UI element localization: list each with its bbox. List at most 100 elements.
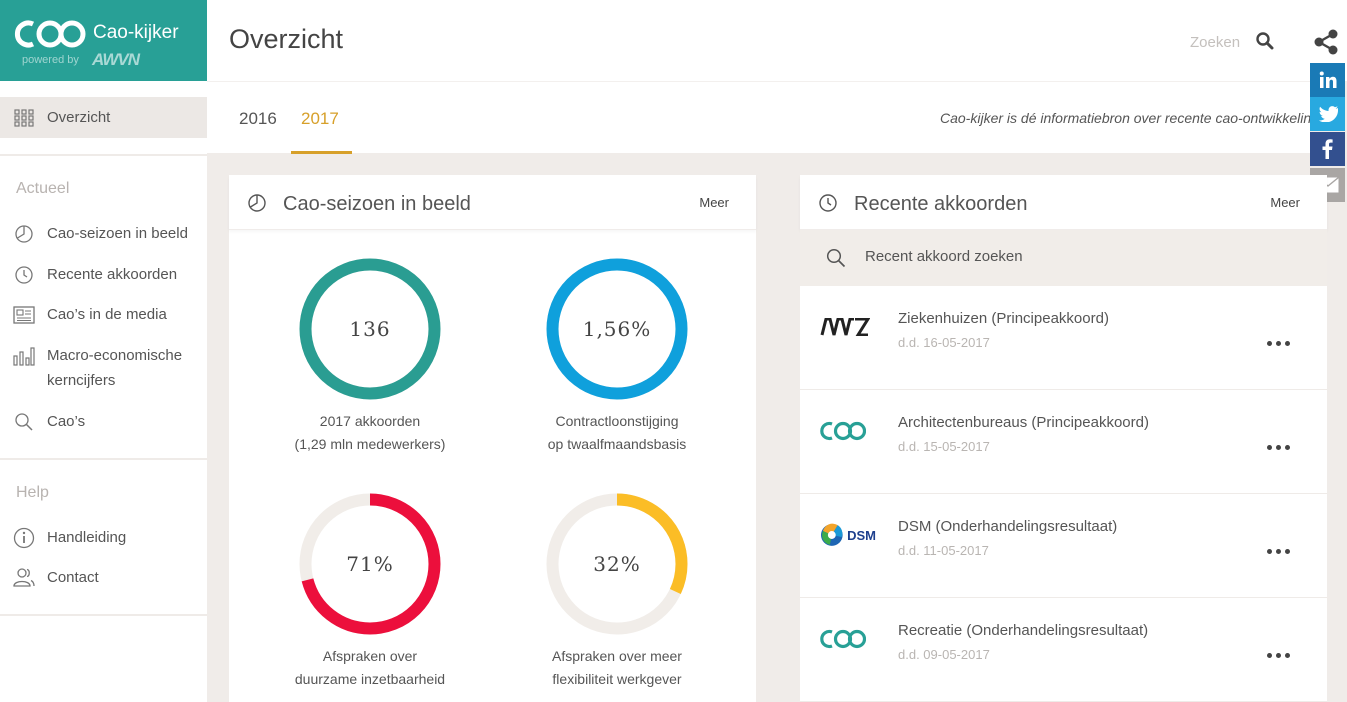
season-card-title: Cao-seizoen in beeld <box>283 193 471 215</box>
akkoord-date: d.d. 15-05-2017 <box>898 439 990 454</box>
recent-card-header: Recente akkoorden Meer <box>800 175 1327 230</box>
section-title-actueel: Actueel <box>16 180 70 197</box>
akkoord-title[interactable]: Architectenbureaus (Principeakkoord) <box>898 414 1149 431</box>
akkoord-item[interactable]: Architectenbureaus (Principeakkoord) d.d… <box>800 390 1327 494</box>
season-card: Cao-seizoen in beeld Meer 136 2017 akkoor… <box>229 175 756 702</box>
clock-icon <box>14 266 33 284</box>
donut-progress-arc <box>299 258 441 400</box>
bar-chart-icon <box>12 347 35 366</box>
linkedin-share-button[interactable] <box>1310 63 1345 97</box>
akkoord-date: d.d. 09-05-2017 <box>898 647 990 662</box>
donut-progress-arc <box>299 493 441 635</box>
tab-2017[interactable]: 2017 <box>301 109 339 128</box>
stat-donut: 136 <box>298 257 442 401</box>
nvz-logo <box>820 312 876 342</box>
search-label[interactable]: Zoeken <box>1190 34 1241 51</box>
users-icon <box>12 568 35 587</box>
stat-value: 136 <box>349 317 391 341</box>
more-options-icon[interactable] <box>1267 549 1290 554</box>
stat-donut: 32% <box>545 492 689 636</box>
more-options-icon[interactable] <box>1267 653 1290 658</box>
grid-icon <box>13 108 34 127</box>
akkoord-item[interactable]: Ziekenhuizen (Principeakkoord) d.d. 16-0… <box>800 286 1327 390</box>
donut-progress-arc <box>546 493 688 635</box>
powered-by-label: powered by <box>22 54 79 66</box>
more-options-icon[interactable] <box>1267 341 1290 346</box>
donut-chart <box>299 493 441 635</box>
sidebar-item-label: Overzicht <box>47 109 111 126</box>
stat-label: Afspraken over meer flexibiliteit werkgev… <box>507 645 727 691</box>
twitter-icon <box>1318 106 1338 122</box>
newspaper-icon <box>12 306 35 324</box>
season-card-header: Cao-seizoen in beeld Meer <box>229 175 756 230</box>
sidebar-item-label: Macro-economische kerncijfers <box>47 347 183 389</box>
search-icon[interactable] <box>1256 32 1274 50</box>
sidebar: Cao-kijker powered by AWVN Overzicht Act… <box>0 0 207 702</box>
cao-logo-icon <box>820 421 866 441</box>
app-name: Cao-kijker <box>93 22 179 43</box>
akkoord-title[interactable]: DSM (Onderhandelingsresultaat) <box>898 518 1118 535</box>
stat-donut: 1,56% <box>545 257 689 401</box>
sidebar-item-macro-economische[interactable]: Macro-economische kerncijfers <box>0 343 207 393</box>
top-header: Overzicht Zoeken <box>207 0 1347 81</box>
info-icon <box>13 527 34 549</box>
sidebar-item-caos[interactable]: Cao’s <box>0 409 207 434</box>
dsm-logo: DSM <box>820 520 876 550</box>
stat-label-line: 2017 akkoorden <box>319 413 421 429</box>
akkoord-date: d.d. 16-05-2017 <box>898 335 990 350</box>
akkoord-item[interactable]: Recreatie (Onderhandelingsresultaat) d.d… <box>800 598 1327 702</box>
stat-value: 71% <box>346 552 394 576</box>
twitter-share-button[interactable] <box>1310 97 1345 131</box>
page-title: Overzicht <box>229 24 344 54</box>
donut-chart <box>546 493 688 635</box>
dsm-logo-text: DSM <box>847 527 876 543</box>
search-icon <box>826 248 846 268</box>
sidebar-item-recente-akkoorden[interactable]: Recente akkoorden <box>0 262 207 287</box>
sidebar-item-label: Recente akkoorden <box>47 266 178 283</box>
stat-donut: 71% <box>298 492 442 636</box>
tagline: Cao-kijker is dé informatiebron over rec… <box>940 110 1310 126</box>
sidebar-item-label: Contact <box>47 569 99 586</box>
sidebar-item-cao-seizoen[interactable]: Cao-seizoen in beeld <box>0 221 207 246</box>
sidebar-item-label: Cao’s <box>47 413 86 430</box>
stat-label-line: Contractloonstijging <box>555 413 679 429</box>
stat-value: 32% <box>593 552 641 576</box>
recent-more-link[interactable]: Meer <box>1270 195 1300 210</box>
akkoord-item[interactable]: DSM DSM (Onderhandelingsresultaat) d.d. … <box>800 494 1327 598</box>
donut-chart <box>299 258 441 400</box>
sidebar-item-label: Handleiding <box>47 529 127 546</box>
cao-logo-icon <box>14 20 86 48</box>
tab-2016[interactable]: 2016 <box>239 109 277 128</box>
recent-search-field[interactable]: Recent akkoord zoeken <box>800 230 1327 286</box>
recent-card: Recente akkoorden Meer Recent akkoord zo… <box>800 175 1327 702</box>
cao-logo-icon <box>820 629 866 649</box>
facebook-share-button[interactable] <box>1310 132 1345 166</box>
sidebar-item-contact[interactable]: Contact <box>0 565 207 590</box>
more-options-icon[interactable] <box>1267 445 1290 450</box>
stat-value: 1,56% <box>582 317 652 341</box>
akkoord-date: d.d. 11-05-2017 <box>898 543 989 558</box>
akkoord-title[interactable]: Recreatie (Onderhandelingsresultaat) <box>898 622 1149 639</box>
donut-progress-arc <box>546 258 688 400</box>
stat-label-line: op twaalfmaandsbasis <box>547 436 687 452</box>
year-tabs-bar: 2016 2017 Cao-kijker is dé informatiebro… <box>207 81 1310 154</box>
cao-logo <box>820 416 876 446</box>
divider <box>0 614 207 616</box>
donut-chart <box>546 258 688 400</box>
linkedin-icon <box>1319 71 1336 88</box>
sidebar-item-caos-in-de-media[interactable]: Cao’s in de media <box>0 302 207 327</box>
search-placeholder: Recent akkoord zoeken <box>865 248 1023 265</box>
akkoord-title[interactable]: Ziekenhuizen (Principeakkoord) <box>898 310 1109 327</box>
stat-label-line: Afspraken over <box>322 648 418 664</box>
pie-chart-icon <box>14 225 33 243</box>
season-more-link[interactable]: Meer <box>699 195 729 210</box>
nvz-logo-icon <box>820 318 870 336</box>
recent-card-title: Recente akkoorden <box>854 193 1028 215</box>
sidebar-item-label: Cao’s in de media <box>47 306 167 323</box>
divider <box>0 458 207 460</box>
sidebar-item-overzicht[interactable]: Overzicht <box>0 97 207 138</box>
app-logo[interactable]: Cao-kijker powered by AWVN <box>0 0 207 81</box>
stat-label-line: Afspraken over meer <box>552 648 682 664</box>
sidebar-item-handleiding[interactable]: Handleiding <box>0 525 207 550</box>
share-icon[interactable] <box>1313 29 1339 55</box>
